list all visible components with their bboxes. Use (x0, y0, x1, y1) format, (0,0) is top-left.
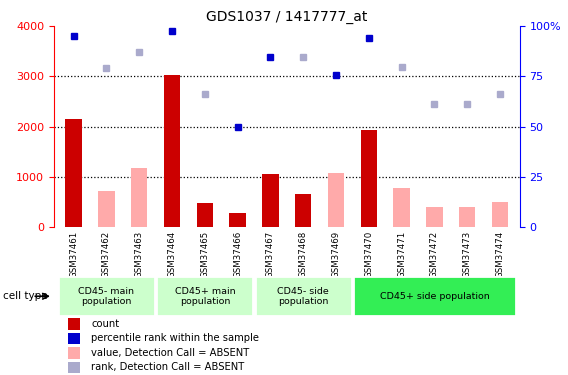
Bar (68, 362, 80, 373)
Bar (68, 347, 80, 359)
Text: CD45+ side population: CD45+ side population (379, 292, 489, 301)
Bar (328, 173, 344, 227)
Bar (131, 168, 148, 227)
Text: CD45+ main
population: CD45+ main population (174, 286, 235, 306)
Text: GSM37467: GSM37467 (266, 231, 275, 278)
Text: CD45- side
population: CD45- side population (277, 286, 329, 306)
Text: GSM37470: GSM37470 (364, 231, 373, 278)
Text: CD45- main
population: CD45- main population (78, 286, 135, 306)
Bar (65, 119, 82, 227)
Bar (254, 276, 352, 316)
Bar (492, 202, 508, 227)
Text: count: count (91, 319, 119, 329)
Title: GDS1037 / 1417777_at: GDS1037 / 1417777_at (206, 10, 367, 24)
Bar (68, 318, 80, 330)
Bar (156, 276, 253, 316)
Bar (229, 213, 246, 227)
Bar (361, 130, 377, 227)
Bar (197, 203, 213, 227)
Bar (295, 194, 311, 227)
Text: GSM37468: GSM37468 (299, 231, 308, 278)
Text: GSM37474: GSM37474 (495, 231, 504, 278)
Text: GSM37464: GSM37464 (168, 231, 177, 278)
Bar (394, 188, 410, 227)
Bar (164, 75, 180, 227)
Text: GSM37461: GSM37461 (69, 231, 78, 278)
Text: GSM37473: GSM37473 (463, 231, 472, 278)
Text: percentile rank within the sample: percentile rank within the sample (91, 333, 259, 344)
Bar (98, 191, 115, 227)
Text: GSM37472: GSM37472 (430, 231, 439, 278)
Bar (68, 333, 80, 344)
Text: GSM37465: GSM37465 (201, 231, 210, 278)
Bar (353, 276, 516, 316)
Text: GSM37469: GSM37469 (332, 231, 341, 278)
Bar (459, 207, 475, 227)
Bar (426, 207, 442, 227)
Text: value, Detection Call = ABSENT: value, Detection Call = ABSENT (91, 348, 249, 358)
Text: rank, Detection Call = ABSENT: rank, Detection Call = ABSENT (91, 363, 244, 372)
Bar (58, 276, 155, 316)
Text: GSM37463: GSM37463 (135, 231, 144, 278)
Text: GSM37462: GSM37462 (102, 231, 111, 278)
Text: GSM37471: GSM37471 (397, 231, 406, 278)
Text: cell type: cell type (3, 291, 48, 301)
Bar (262, 174, 279, 227)
Text: GSM37466: GSM37466 (233, 231, 242, 278)
